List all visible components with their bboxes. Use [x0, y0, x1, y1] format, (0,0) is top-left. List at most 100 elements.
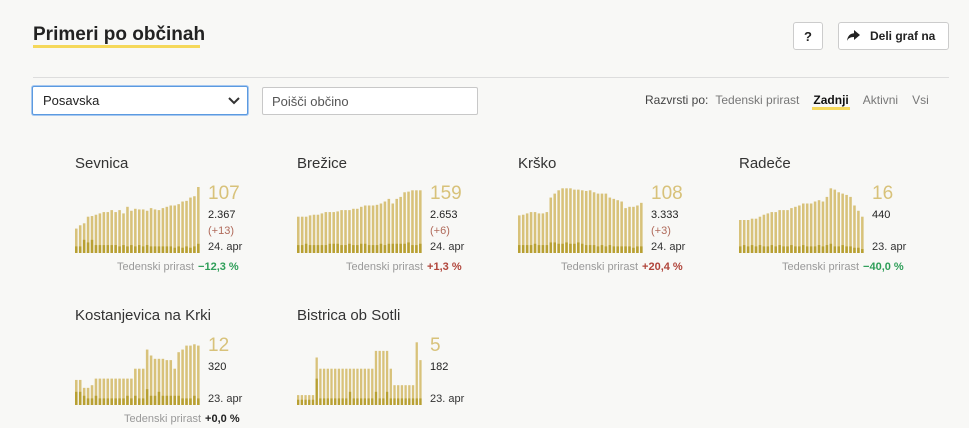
- daily-delta: (+13): [208, 225, 234, 237]
- region-select[interactable]: Posavska: [32, 86, 248, 115]
- share-button[interactable]: Deli graf na: [838, 22, 949, 50]
- chart-bar: [145, 210, 149, 253]
- chart-bar-new: [161, 246, 165, 253]
- municipality-card[interactable]: Krško 108 3.333 (+3) 24. apr Tedenski prirast…: [518, 155, 718, 295]
- chart-bar-new: [404, 398, 407, 405]
- chart-bar: [746, 220, 750, 253]
- chart-bar: [352, 368, 355, 405]
- chart-bar-new: [356, 398, 359, 405]
- chart-bar: [320, 213, 324, 253]
- trend-chart: [75, 344, 200, 405]
- chart-bar: [336, 211, 339, 253]
- chart-bar-new: [419, 398, 422, 405]
- chart-bar-new: [849, 246, 852, 253]
- page-title: Primeri po občinah: [33, 24, 206, 45]
- chart-bar-new: [588, 245, 592, 253]
- chart-bar-new: [604, 246, 608, 253]
- weekly-growth-value: +0,0 %: [205, 413, 240, 425]
- chart-bar: [181, 349, 184, 405]
- chart-bar: [774, 212, 777, 253]
- chart-bar: [185, 200, 188, 253]
- chart-bar: [786, 210, 789, 253]
- municipality-card[interactable]: Radeče 16 440 23. apr Tedenski prirast −40,0 …: [739, 155, 939, 295]
- chart-bar: [802, 203, 805, 253]
- chart-bar-new: [102, 398, 106, 405]
- share-arrow-icon: [847, 30, 860, 41]
- chart-bar: [110, 210, 113, 253]
- chart-bar: [300, 216, 304, 253]
- chart-bar-new: [173, 247, 176, 253]
- chart-bar: [581, 190, 584, 253]
- chart-bar-new: [173, 395, 176, 405]
- chart-bar-new: [193, 246, 196, 253]
- chart-bar: [584, 190, 588, 253]
- chart-bar: [106, 378, 110, 405]
- sort-option-all[interactable]: Vsi: [912, 93, 929, 107]
- sort-option-active[interactable]: Aktivni: [862, 93, 899, 107]
- municipality-card[interactable]: Sevnica 107 2.367 (+13) 24. apr Tedenski prir…: [75, 155, 275, 295]
- active-cases: 107: [208, 183, 240, 204]
- chart-bar: [805, 203, 809, 253]
- search-placeholder: Poišči občino: [272, 93, 349, 109]
- chart-bar-new: [385, 391, 389, 405]
- chart-bar: [86, 216, 90, 253]
- chart-bar-new: [600, 245, 604, 253]
- chart-bar: [344, 210, 347, 253]
- total-cases: 2.367: [208, 209, 236, 221]
- chart-bar: [110, 378, 113, 405]
- chart-bar: [782, 210, 785, 253]
- weekly-growth: Tedenski prirast −12,3 %: [117, 261, 239, 273]
- chart-bar: [770, 212, 774, 253]
- municipality-card[interactable]: Brežice 159 2.653 (+6) 24. apr Tedenski prira…: [297, 155, 497, 295]
- chart-bar: [197, 345, 200, 405]
- chart-bar-new: [608, 245, 612, 253]
- weekly-growth-value: +1,3 %: [427, 261, 462, 273]
- chart-bar-new: [334, 398, 337, 405]
- chart-bar: [762, 214, 766, 253]
- municipality-card[interactable]: Kostanjevica na Krki 12 320 23. apr Tedenski…: [75, 307, 275, 428]
- chart-bar-new: [375, 245, 379, 253]
- chart-bar: [177, 204, 180, 253]
- weekly-growth-value: +20,4 %: [642, 261, 683, 273]
- chart-bar: [348, 210, 351, 253]
- chart-bar: [114, 378, 117, 405]
- chart-bar: [387, 198, 391, 253]
- sort-label: Razvrsti po:: [645, 93, 709, 107]
- chart-bar: [332, 212, 335, 253]
- chart-bar: [537, 213, 541, 253]
- chart-bar: [592, 192, 596, 253]
- chart-bar-new: [397, 398, 400, 405]
- sort-option-weekly-growth[interactable]: Tedenski prirast: [715, 93, 800, 107]
- chart-bar: [371, 205, 375, 253]
- chart-bar: [141, 368, 145, 405]
- help-button[interactable]: ?: [793, 22, 823, 50]
- chart-bar-new: [371, 398, 374, 405]
- chart-bar-new: [98, 245, 102, 253]
- chart-bar: [608, 197, 612, 253]
- sort-option-latest[interactable]: Zadnji: [812, 93, 851, 110]
- weekly-growth-label: Tedenski prirast: [117, 261, 195, 273]
- chart-bar-new: [393, 398, 396, 405]
- chart-bar: [322, 368, 326, 405]
- chart-bar: [545, 212, 549, 253]
- chart-bar: [297, 216, 300, 253]
- chart-bar-new: [518, 245, 521, 253]
- chart-bar: [114, 212, 117, 253]
- chart-bar: [106, 212, 110, 253]
- chart-bar: [399, 196, 402, 253]
- chart-bar: [541, 213, 545, 253]
- chart-bar: [82, 223, 86, 253]
- chart-bar: [845, 194, 848, 253]
- chart-bar-new: [82, 239, 86, 253]
- municipality-search-input[interactable]: Poišči občino: [262, 87, 478, 115]
- chart-bar: [145, 349, 149, 405]
- chart-bar-new: [636, 246, 639, 253]
- municipality-name: Bistrica ob Sotli: [297, 307, 401, 324]
- chart-bar: [118, 210, 121, 253]
- municipality-card[interactable]: Bistrica ob Sotli 5 182 23. apr: [297, 307, 497, 428]
- chart-bar: [149, 355, 153, 405]
- chart-bar-new: [94, 245, 98, 253]
- chart-bar: [356, 368, 359, 405]
- chart-bar: [833, 189, 837, 253]
- chart-bar-new: [316, 245, 320, 253]
